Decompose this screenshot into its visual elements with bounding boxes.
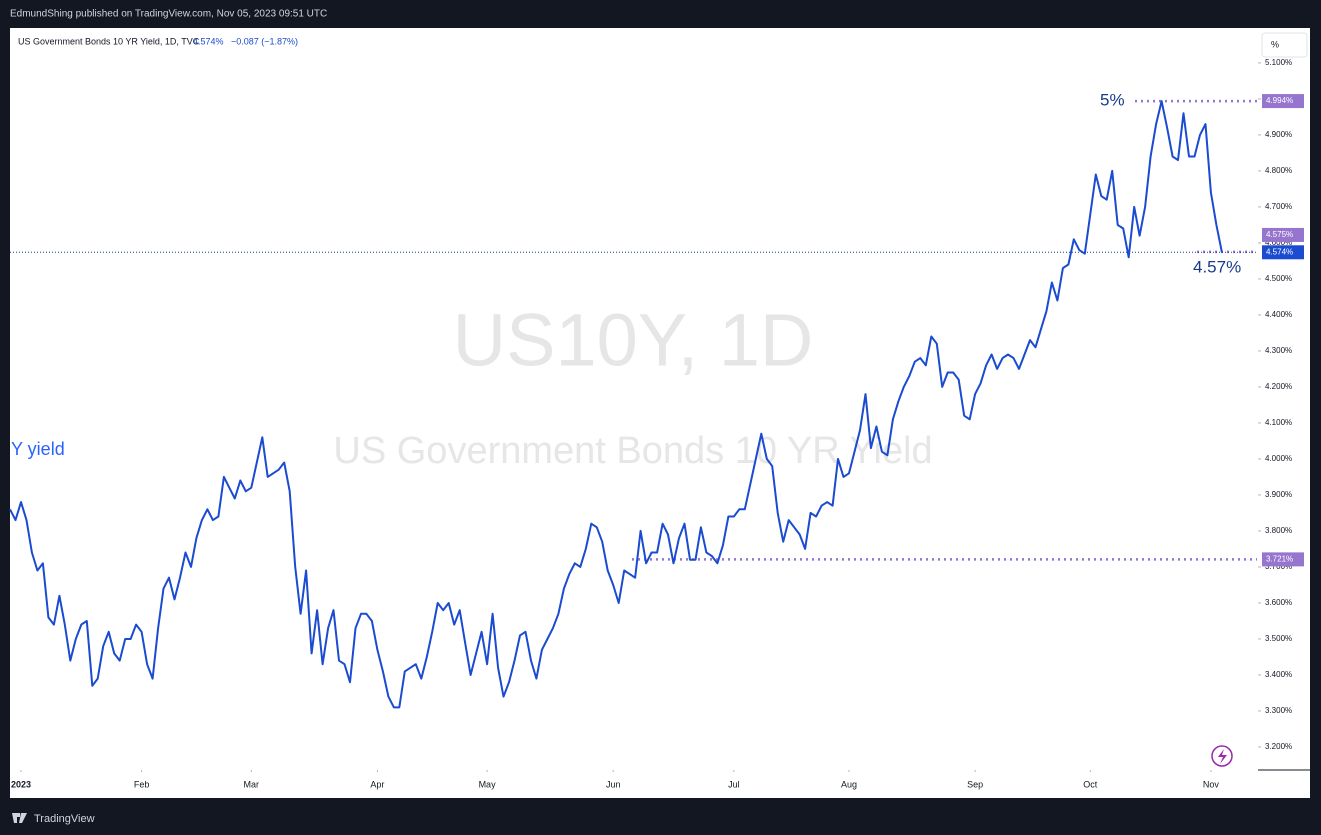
y-tick-label: 4.200% — [1265, 382, 1292, 391]
y-tick-label: 4.500% — [1265, 274, 1292, 283]
price-label-box — [1262, 245, 1304, 260]
x-tick-label: Jun — [606, 779, 621, 789]
price-label: 4.994% — [1266, 96, 1293, 105]
y-tick-label: 4.600% — [1265, 238, 1292, 247]
x-tick-label: Jul — [728, 779, 740, 789]
price-label: 3.721% — [1266, 554, 1293, 563]
x-tick-label: 2023 — [11, 779, 31, 789]
y-tick-label: 4.300% — [1265, 346, 1292, 355]
flash-glyph — [1218, 749, 1227, 764]
y-tick-label: 4.100% — [1265, 418, 1292, 427]
yield-line — [9, 100, 1223, 709]
annotation: 5% — [1100, 91, 1125, 110]
y-tick-label: 3.400% — [1265, 670, 1292, 679]
x-tick-label: Nov — [1203, 779, 1220, 789]
y-tick-label: 3.600% — [1265, 598, 1292, 607]
scale-button[interactable] — [1261, 32, 1308, 58]
chart-area — [10, 28, 1310, 798]
price-label-box — [1262, 227, 1304, 242]
x-tick-label: Sep — [967, 779, 983, 789]
price-label: 4.575% — [1266, 230, 1293, 239]
annotation: Y yield — [11, 439, 65, 459]
y-tick-label: 4.800% — [1265, 166, 1292, 175]
price-label: 4.574% — [1266, 247, 1293, 256]
y-tick-label: 5.100% — [1265, 58, 1292, 67]
plot: US10Y, 1D US Government Bonds 10 YR Yield… — [9, 58, 1304, 789]
y-tick-label: 4.400% — [1265, 310, 1292, 319]
y-tick-label: 4.700% — [1265, 202, 1292, 211]
legend-title: US Government Bonds 10 YR Yield, 1D, TVC — [18, 36, 200, 46]
price-label-box — [1262, 94, 1304, 109]
footer-brand: TradingView — [34, 813, 95, 825]
annotation: 4.57% — [1193, 257, 1241, 276]
scale-button-label[interactable]: % — [1271, 39, 1279, 49]
x-tick-label: Aug — [841, 779, 857, 789]
price-label-box — [1262, 552, 1304, 567]
y-tick-label: 3.300% — [1265, 706, 1292, 715]
logo — [12, 813, 27, 823]
y-tick-label: 4.000% — [1265, 454, 1292, 463]
legend-last: 4.574% — [193, 36, 224, 46]
x-tick-label: May — [479, 779, 497, 789]
y-tick-label: 3.900% — [1265, 490, 1292, 499]
flash-icon[interactable] — [1211, 745, 1233, 767]
publisher: EdmundShing published on TradingView.com… — [10, 9, 327, 20]
x-tick-label: Oct — [1083, 779, 1098, 789]
x-tick-label: Feb — [134, 779, 150, 789]
x-tick-label: Mar — [244, 779, 260, 789]
y-tick-label: 3.700% — [1265, 562, 1292, 571]
watermark-name: US Government Bonds 10 YR Yield — [333, 430, 932, 472]
y-tick-label: 3.500% — [1265, 634, 1292, 643]
y-tick-label: 3.200% — [1265, 742, 1292, 751]
legend-change: −0.087 (−1.87%) — [231, 36, 298, 46]
y-tick-label: 4.900% — [1265, 130, 1292, 139]
x-tick-label: Apr — [370, 779, 384, 789]
watermark-symbol: US10Y, 1D — [453, 299, 814, 382]
y-tick-label: 3.800% — [1265, 526, 1292, 535]
